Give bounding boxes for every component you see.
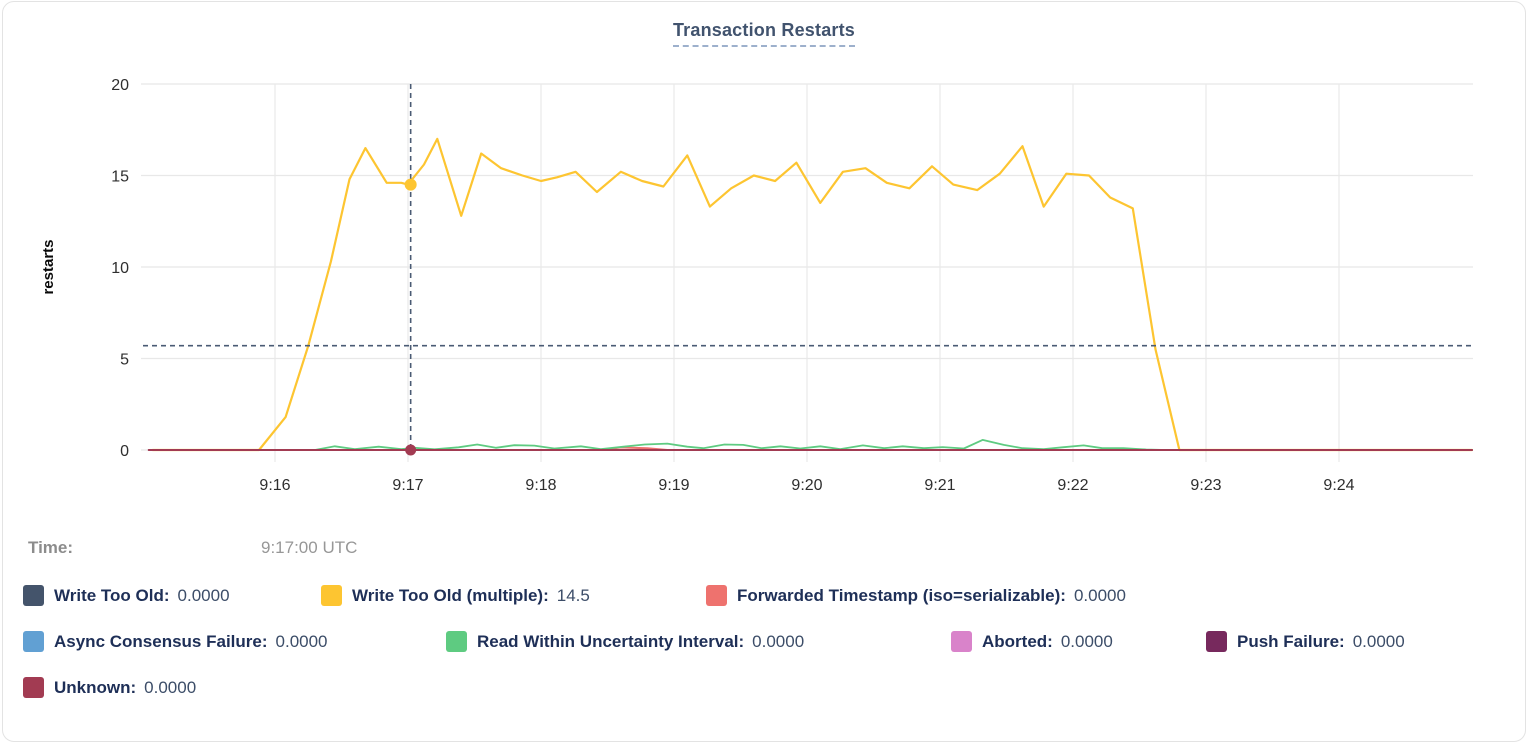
legend-item[interactable]: Forwarded Timestamp (iso=serializable): 0… (706, 585, 1126, 606)
legend-swatch (951, 631, 972, 652)
legend-label: Write Too Old (multiple): (352, 585, 549, 605)
legend-item[interactable]: Async Consensus Failure: 0.0000 (23, 631, 328, 652)
series-line-read-within-uncertainty-interval (151, 438, 1473, 451)
x-tick-label: 9:20 (791, 477, 822, 494)
x-tick-label: 9:17 (392, 477, 423, 494)
y-tick-label: 10 (111, 260, 129, 277)
legend-value: 0.0000 (1060, 631, 1113, 651)
legend-item[interactable]: Unknown: 0.0000 (23, 677, 196, 698)
x-tick-label: 9:16 (259, 477, 290, 494)
y-tick-label: 15 (111, 169, 129, 186)
chart-title[interactable]: Transaction Restarts (672, 20, 856, 47)
legend-swatch (23, 677, 44, 698)
y-axis-label: restarts (40, 239, 57, 294)
legend-value: 14.5 (556, 585, 590, 605)
legend-label: Read Within Uncertainty Interval: (477, 631, 745, 651)
legend-item[interactable]: Write Too Old: 0.0000 (23, 585, 230, 606)
tooltip-time-value: 9:17:00 UTC (261, 538, 358, 557)
y-tick-label: 0 (120, 443, 129, 460)
legend-value: 0.0000 (1352, 631, 1405, 651)
hover-dot-unknown (405, 444, 417, 456)
legend-value: 0.0000 (1073, 585, 1126, 605)
legend-item[interactable]: Push Failure: 0.0000 (1206, 631, 1405, 652)
hover-dot-write-too-old-multiple- (404, 178, 417, 191)
tooltip-time-label: Time: (28, 538, 74, 557)
x-tick-label: 9:24 (1323, 477, 1354, 494)
x-tick-label: 9:23 (1190, 477, 1221, 494)
legend-swatch (23, 585, 44, 606)
legend-label: Write Too Old: (54, 585, 170, 605)
legend-value: 0.0000 (177, 585, 230, 605)
legend-label: Push Failure: (1237, 631, 1345, 651)
legend-swatch (446, 631, 467, 652)
legend-swatch (1206, 631, 1227, 652)
x-tick-label: 9:22 (1057, 477, 1088, 494)
legend-value: 0.0000 (752, 631, 805, 651)
tooltip-time-row: Time: 9:17:00 UTC (28, 538, 357, 558)
legend-label: Async Consensus Failure: (54, 631, 268, 651)
chart-title-wrap: Transaction Restarts (3, 20, 1525, 47)
y-tick-label: 20 (111, 77, 129, 94)
legend-label: Forwarded Timestamp (iso=serializable): (737, 585, 1066, 605)
legend-value: 0.0000 (144, 677, 197, 697)
legend-swatch (706, 585, 727, 606)
legend-label: Unknown: (54, 677, 137, 697)
legend-swatch (23, 631, 44, 652)
legend-value: 0.0000 (275, 631, 328, 651)
x-tick-label: 9:18 (525, 477, 556, 494)
legend-item[interactable]: Read Within Uncertainty Interval: 0.0000 (446, 631, 804, 652)
y-tick-label: 5 (120, 352, 129, 369)
x-tick-label: 9:21 (924, 477, 955, 494)
x-tick-label: 9:19 (658, 477, 689, 494)
legend-swatch (321, 585, 342, 606)
legend-item[interactable]: Aborted: 0.0000 (951, 631, 1113, 652)
legend-label: Aborted: (982, 631, 1053, 651)
chart-canvas[interactable]: 0 5 10 15 20 9:16 9:17 9:18 9:19 9:20 9:21 9:22 9:23… (3, 2, 1528, 522)
series-line-write-too-old-multiple- (151, 137, 1474, 452)
legend-item[interactable]: Write Too Old (multiple): 14.5 (321, 585, 590, 606)
